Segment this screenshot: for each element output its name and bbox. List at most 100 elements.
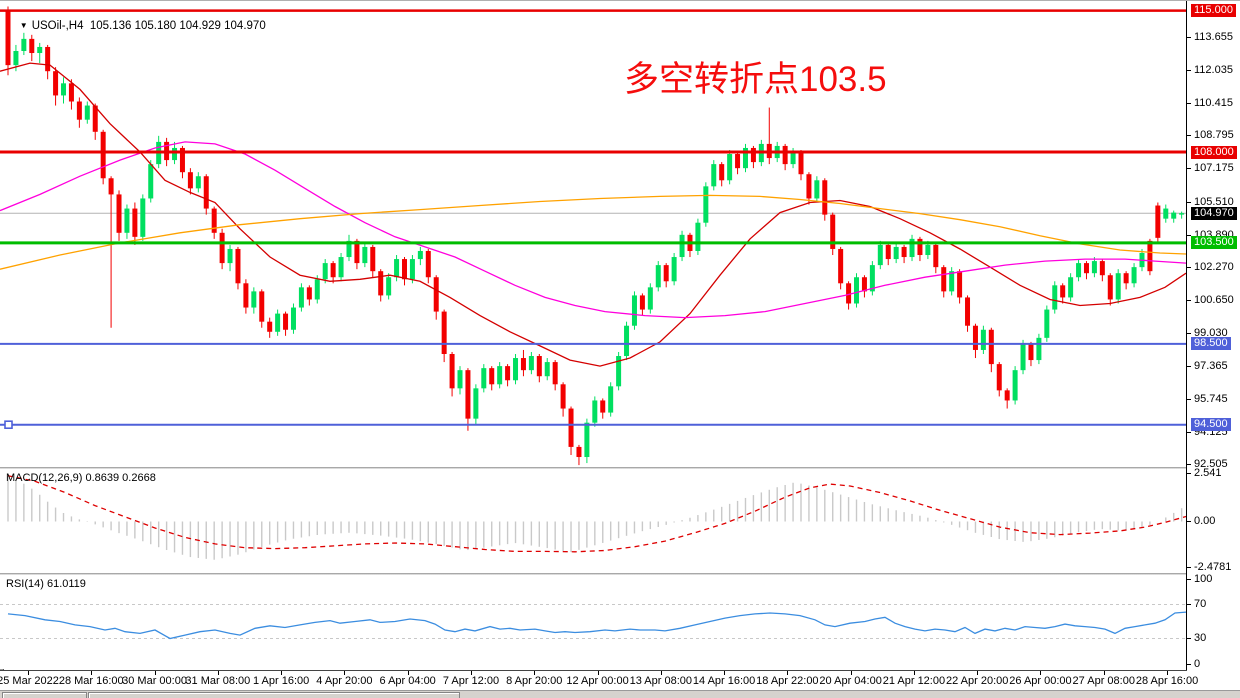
price-axis-label: 108.795 xyxy=(1194,129,1234,142)
rsi-axis-label: 30 xyxy=(1194,632,1207,644)
time-axis-tick xyxy=(534,671,536,675)
time-axis-tick xyxy=(344,671,346,675)
time-axis-label: 18 Apr 22:00 xyxy=(756,675,819,687)
time-axis-label: 8 Apr 20:00 xyxy=(506,675,563,687)
time-axis-label: 4 Apr 20:00 xyxy=(316,675,373,687)
time-axis-tick xyxy=(787,671,789,675)
time-axis-tick xyxy=(850,671,852,675)
rsi-axis-tick xyxy=(1187,604,1191,605)
price-axis-label: 113.655 xyxy=(1194,31,1233,44)
price-axis-tick xyxy=(1187,299,1191,301)
time-axis-label: 6 Apr 04:00 xyxy=(379,675,436,687)
current-price-badge: 104.970 xyxy=(1191,206,1237,220)
macd-axis-label: 0.00 xyxy=(1194,515,1216,527)
symbol-dropdown-icon[interactable]: ▼ xyxy=(19,21,28,30)
price-axis-tick xyxy=(1187,267,1191,269)
candlestick-series xyxy=(5,6,1185,466)
rsi-canvas[interactable] xyxy=(0,575,1187,669)
price-axis-label: 110.415 xyxy=(1194,96,1233,109)
panel-divider[interactable] xyxy=(0,573,1187,575)
rsi-axis-tick xyxy=(1187,578,1191,580)
rsi-axis-label: 100 xyxy=(1194,572,1213,585)
time-axis-label: 30 Mar 00:00 xyxy=(122,675,187,687)
macd-histogram xyxy=(7,476,1183,560)
time-axis-label: 27 Apr 08:00 xyxy=(1072,675,1135,687)
price-axis-tick xyxy=(1187,69,1191,71)
time-axis-label: 26 Apr 00:00 xyxy=(1009,675,1072,687)
level-selection-handle[interactable] xyxy=(4,420,13,430)
macd-canvas[interactable] xyxy=(0,469,1187,573)
price-axis-label: 97.365 xyxy=(1194,360,1228,373)
price-level-badge: 103.500 xyxy=(1191,236,1237,250)
time-axis-tick xyxy=(28,671,29,675)
ma-slow-magenta xyxy=(0,141,1187,319)
price-axis-tick xyxy=(1187,366,1191,368)
price-axis-tick xyxy=(1187,168,1191,170)
ma-long-orange xyxy=(0,194,1187,270)
time-axis-label: 12 Apr 00:00 xyxy=(566,675,629,687)
time-axis-tick xyxy=(913,671,915,675)
rsi-axis-tick xyxy=(1187,638,1191,639)
time-axis-label: 22 Apr 20:00 xyxy=(945,675,1009,687)
price-axis-tick xyxy=(1187,431,1191,433)
time-axis-tick xyxy=(597,671,599,675)
price-axis-tick xyxy=(1187,464,1191,466)
axis-separator-line xyxy=(1186,1,1187,689)
time-axis-tick xyxy=(1167,671,1169,675)
price-axis-label: 92.505 xyxy=(1194,458,1228,471)
rsi-line xyxy=(7,611,1187,640)
time-axis-tick xyxy=(154,671,156,675)
time-axis-label: 28 Apr 16:00 xyxy=(1135,675,1199,687)
price-level-badge: 115.000 xyxy=(1191,4,1236,18)
price-axis-label: 107.175 xyxy=(1194,162,1234,175)
ma-fast-red xyxy=(0,62,1187,367)
price-chart-panel[interactable] xyxy=(0,1,1187,467)
price-chart-canvas[interactable] xyxy=(0,1,1187,467)
price-axis-tick xyxy=(1187,37,1191,39)
time-axis-label: 14 Apr 16:00 xyxy=(692,675,756,687)
macd-axis-tick xyxy=(1187,567,1191,569)
price-axis-label: 100.650 xyxy=(1194,293,1234,306)
price-axis[interactable]: 113.655 112.035 110.415 108.795 107.175 105.5… xyxy=(1187,1,1240,689)
time-axis-label: 28 Mar 16:00 xyxy=(58,675,124,687)
time-axis-tick xyxy=(470,671,472,675)
price-level-badge: 94.500 xyxy=(1191,418,1231,432)
time-axis-label: 1 Apr 16:00 xyxy=(252,675,310,687)
price-axis-label: 112.035 xyxy=(1194,63,1233,76)
panel-divider[interactable] xyxy=(0,467,1187,469)
macd-axis-label: 2.541 xyxy=(1194,467,1222,480)
price-axis-tick xyxy=(1187,201,1191,203)
time-axis-tick xyxy=(977,671,979,675)
bottom-tab[interactable] xyxy=(2,692,87,698)
time-axis-label: 31 Mar 08:00 xyxy=(185,675,251,687)
time-axis-label: 13 Apr 08:00 xyxy=(629,675,692,687)
price-axis-tick xyxy=(1187,102,1191,104)
symbol-title-text: USOil-,H4 105.136 105.180 104.929 104.97… xyxy=(31,20,266,32)
macd-signal-line xyxy=(7,475,1187,553)
time-axis-tick xyxy=(1103,671,1105,675)
price-level-badge: 98.500 xyxy=(1191,337,1231,351)
price-axis-label: 105.510 xyxy=(1194,195,1234,208)
time-axis-tick xyxy=(217,671,219,675)
macd-label: MACD(12,26,9) 0.8639 0.2668 xyxy=(6,472,156,484)
annotation-text[interactable]: 多空转折点103.5 xyxy=(624,60,887,99)
bottom-tab[interactable] xyxy=(88,692,460,698)
price-axis-tick xyxy=(1187,234,1191,236)
chart-symbol-title: ▼ USOil-,H4 105.136 105.180 104.929 104.9… xyxy=(7,8,266,44)
price-axis-label: 99.030 xyxy=(1194,326,1228,339)
macd-axis-tick xyxy=(1187,521,1191,522)
time-axis-tick xyxy=(407,671,409,675)
time-axis-tick xyxy=(1040,671,1042,675)
rsi-label: RSI(14) 61.0119 xyxy=(6,578,86,590)
rsi-axis-label: 0 xyxy=(1194,657,1201,670)
time-axis[interactable]: 25 Mar 2022 28 Mar 16:00 30 Mar 00:00 31 Ma… xyxy=(0,670,1198,691)
time-axis-label: 20 Apr 04:00 xyxy=(819,675,882,687)
macd-axis-label: -2.4781 xyxy=(1194,561,1232,574)
window-bottom-strip xyxy=(0,690,1240,698)
rsi-panel[interactable] xyxy=(0,575,1187,669)
price-level-badge: 108.000 xyxy=(1191,145,1237,159)
rsi-axis-label: 70 xyxy=(1194,598,1207,610)
price-axis-tick xyxy=(1187,399,1191,401)
time-axis-label: 7 Apr 12:00 xyxy=(442,675,500,687)
